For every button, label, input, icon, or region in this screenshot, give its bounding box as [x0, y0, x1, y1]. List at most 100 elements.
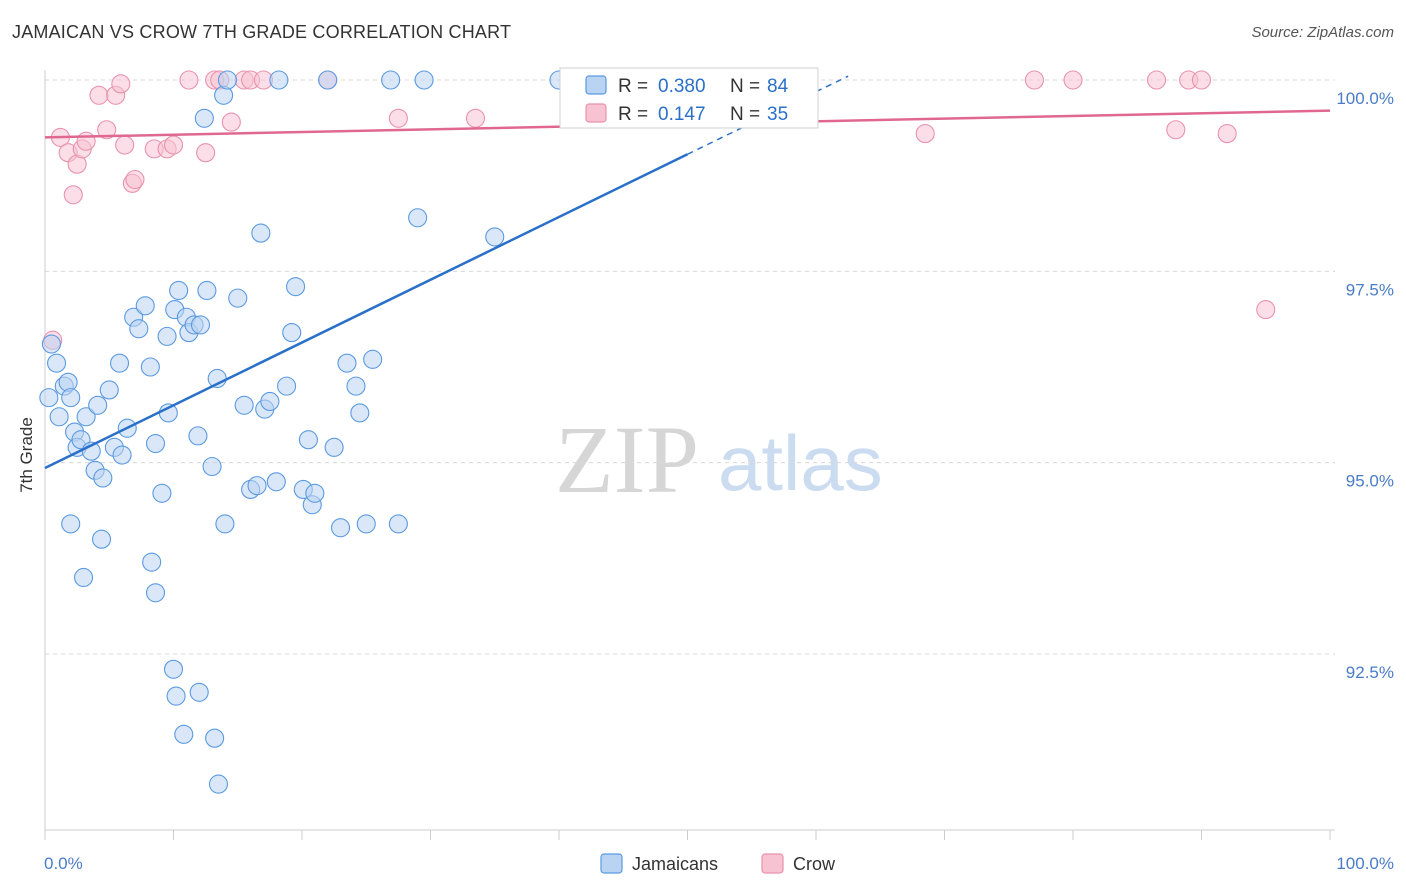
- bottom-legend-swatch-jamaicans: [600, 853, 623, 874]
- point-jamaicans: [190, 315, 211, 335]
- point-jamaicans: [129, 319, 149, 339]
- y-axis-title: 7th Grade: [17, 417, 36, 493]
- point-crow: [1146, 70, 1167, 90]
- grid-layer: [45, 79, 1335, 655]
- point-jamaicans: [266, 472, 286, 492]
- bottom-legend-label-crow: Crow: [793, 854, 836, 874]
- point-jamaicans: [140, 357, 160, 377]
- watermark-zip: ZIP: [555, 406, 699, 513]
- point-jamaicans: [381, 70, 401, 90]
- legend-r-value-2: 0.147: [658, 104, 706, 125]
- point-jamaicans: [189, 682, 209, 702]
- point-jamaicans: [208, 774, 229, 794]
- point-jamaicans: [197, 280, 217, 301]
- point-jamaicans: [324, 437, 344, 457]
- point-crow: [915, 124, 935, 144]
- point-jamaicans: [74, 567, 94, 588]
- legend-n-label-1: N =: [730, 76, 760, 97]
- point-jamaicans: [350, 403, 370, 423]
- point-jamaicans: [286, 277, 306, 297]
- point-crow: [1191, 70, 1212, 90]
- point-jamaicans: [88, 395, 108, 415]
- legend-r-label-2: R =: [618, 104, 648, 125]
- point-jamaicans: [298, 430, 318, 450]
- point-crow: [196, 143, 216, 163]
- point-jamaicans: [61, 388, 81, 408]
- point-jamaicans: [215, 514, 235, 534]
- point-crow: [1063, 70, 1083, 90]
- point-jamaicans: [142, 552, 162, 572]
- point-jamaicans: [217, 70, 238, 90]
- point-jamaicans: [318, 70, 338, 90]
- y-tick-label: 92.5%: [1346, 663, 1394, 682]
- correlation-legend: R = 0.380 N = 84 R = 0.147 N = 35: [559, 67, 819, 129]
- legend-n-label-2: N =: [730, 104, 760, 125]
- point-crow: [465, 108, 486, 128]
- point-crow: [163, 135, 184, 155]
- legend-swatch-crow: [585, 103, 607, 123]
- point-jamaicans: [363, 349, 383, 369]
- point-jamaicans: [135, 296, 155, 316]
- legend-n-value-2: 35: [767, 104, 788, 125]
- point-jamaicans: [49, 407, 69, 427]
- point-jamaicans: [228, 288, 248, 308]
- point-jamaicans: [109, 353, 130, 373]
- point-jamaicans: [346, 376, 366, 396]
- point-jamaicans: [47, 353, 67, 373]
- x-tick-label-max: 100.0%: [1336, 854, 1394, 873]
- point-crow: [76, 131, 96, 151]
- point-jamaicans: [205, 728, 225, 748]
- point-jamaicans: [99, 380, 119, 400]
- point-jamaicans: [260, 391, 280, 411]
- point-crow: [1256, 300, 1276, 320]
- point-jamaicans: [282, 323, 302, 343]
- trendline-jamaicans: [44, 153, 689, 470]
- point-jamaicans: [251, 223, 271, 243]
- legend-n-value-1: 84: [767, 76, 789, 97]
- point-jamaicans: [202, 456, 222, 477]
- point-jamaicans: [157, 326, 177, 346]
- point-jamaicans: [414, 70, 434, 90]
- point-crow: [388, 108, 408, 128]
- point-crow: [1217, 124, 1237, 144]
- chart-title: JAMAICAN VS CROW 7TH GRADE CORRELATION C…: [12, 22, 512, 42]
- point-crow: [179, 70, 199, 90]
- point-crow: [1166, 120, 1186, 140]
- series-legend: Jamaicans Crow: [600, 853, 836, 874]
- point-crow: [111, 74, 131, 94]
- point-crow: [63, 185, 83, 205]
- bottom-legend-swatch-crow: [761, 853, 784, 874]
- point-jamaicans: [337, 353, 357, 373]
- point-jamaicans: [91, 529, 112, 549]
- point-jamaicans: [76, 407, 96, 427]
- point-jamaicans: [163, 659, 184, 679]
- point-jamaicans: [188, 426, 208, 446]
- point-crow: [97, 120, 117, 140]
- point-jamaicans: [305, 483, 325, 503]
- x-tick-label-min: 0.0%: [44, 854, 83, 873]
- point-jamaicans: [145, 433, 166, 454]
- point-jamaicans: [152, 483, 172, 503]
- point-jamaicans: [269, 70, 289, 90]
- point-crow: [89, 85, 109, 105]
- point-crow: [125, 169, 145, 190]
- y-tick-label: 97.5%: [1346, 280, 1394, 299]
- point-crow: [221, 112, 241, 132]
- point-jamaicans: [174, 724, 194, 744]
- point-jamaicans: [356, 514, 376, 534]
- point-jamaicans: [277, 376, 297, 396]
- point-jamaicans: [408, 208, 428, 228]
- y-tick-label: 100.0%: [1336, 89, 1394, 108]
- point-jamaicans: [194, 108, 214, 128]
- points-layer: [39, 70, 1276, 794]
- y-tick-label: 95.0%: [1346, 472, 1394, 491]
- point-jamaicans: [93, 468, 113, 488]
- point-jamaicans: [388, 514, 408, 534]
- legend-r-value-1: 0.380: [658, 76, 706, 97]
- point-jamaicans: [145, 583, 166, 603]
- point-jamaicans: [166, 686, 186, 706]
- point-jamaicans: [41, 334, 61, 354]
- point-crow: [1024, 70, 1044, 90]
- axis-layer: 100.0% 97.5% 95.0% 92.5%: [44, 70, 1394, 840]
